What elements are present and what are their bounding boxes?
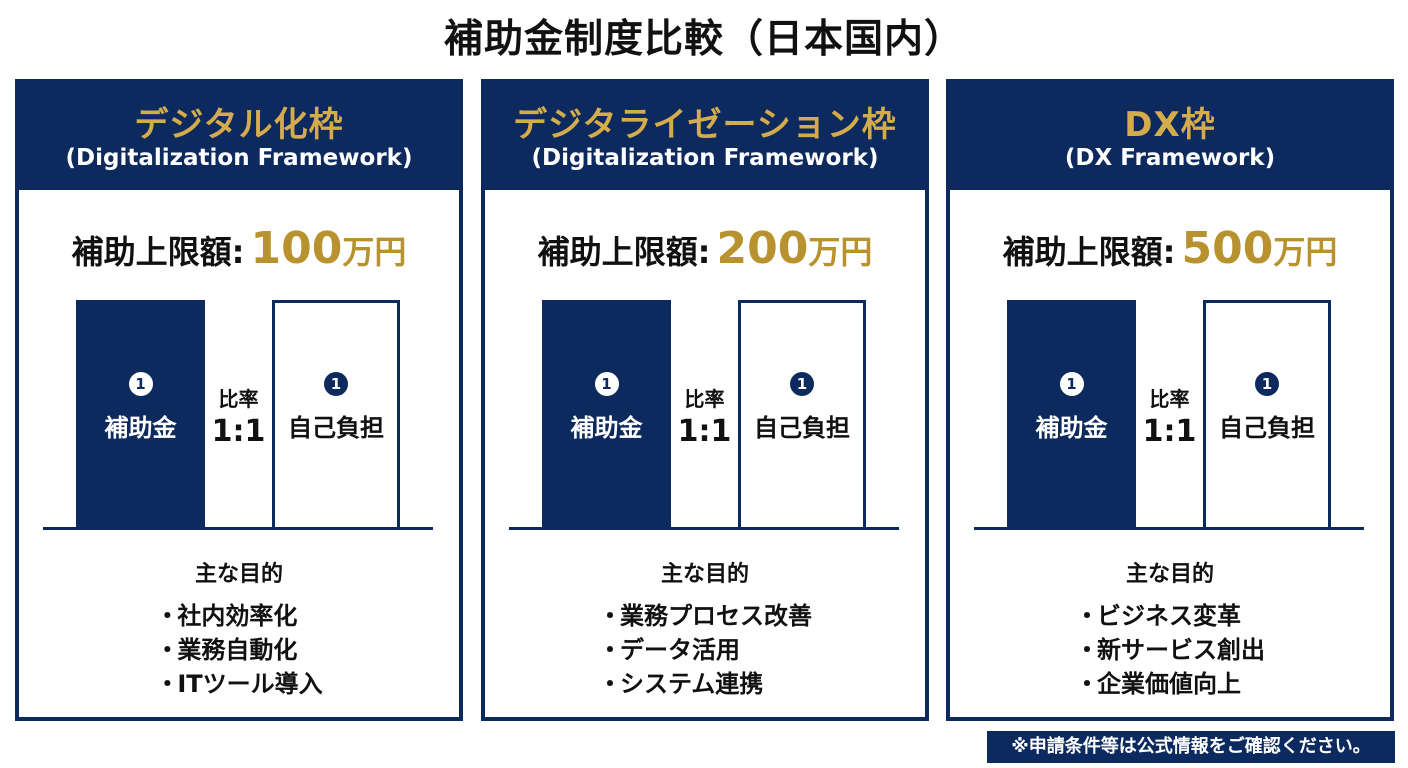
bullet-icon: ・ bbox=[598, 670, 622, 698]
card-header: デジタル化枠 (Digitalization Framework) bbox=[19, 83, 459, 190]
card-header: DX枠 (DX Framework) bbox=[950, 83, 1390, 190]
chart-baseline bbox=[509, 527, 899, 530]
number-badge-icon: 1 bbox=[1059, 372, 1084, 396]
bullet-icon: ・ bbox=[155, 636, 180, 664]
self-pay-bar: 1 自己負担 bbox=[738, 300, 866, 528]
card-digitalization: デジタル化枠 (Digitalization Framework) 補助上限額:… bbox=[15, 79, 463, 721]
amount-unit: 万円 bbox=[808, 233, 873, 271]
bullet-icon: ・ bbox=[155, 602, 180, 630]
amount-value: 100 bbox=[250, 223, 343, 274]
amount-unit: 万円 bbox=[342, 233, 407, 271]
purpose-title: 主な目的 bbox=[1125, 562, 1214, 587]
list-item: ・社内効率化 bbox=[155, 599, 322, 633]
card-title: DX枠 bbox=[1124, 105, 1216, 145]
card-subtitle: (DX Framework) bbox=[1064, 145, 1276, 171]
list-item: ・企業価値向上 bbox=[1075, 667, 1265, 701]
subsidy-label: 補助金 bbox=[570, 414, 643, 442]
ratio-label: 比率 bbox=[1149, 387, 1190, 411]
self-pay-label: 自己負担 bbox=[288, 414, 384, 442]
subsidy-bar: 1 補助金 bbox=[1007, 300, 1136, 528]
list-item: ・業務プロセス改善 bbox=[598, 599, 812, 633]
card-title: デジタル化枠 bbox=[134, 105, 344, 145]
list-item: ・システム連携 bbox=[598, 667, 812, 701]
card-subtitle: (Digitalization Framework) bbox=[531, 145, 879, 171]
self-pay-label: 自己負担 bbox=[754, 414, 850, 442]
amount-unit: 万円 bbox=[1273, 233, 1338, 271]
ratio-label: 比率 bbox=[218, 387, 259, 411]
disclaimer-note: ※申請条件等は公式情報をご確認ください。 bbox=[987, 731, 1395, 763]
card-subtitle: (Digitalization Framework) bbox=[65, 145, 413, 171]
number-badge-icon: 1 bbox=[128, 372, 153, 396]
self-pay-label: 自己負担 bbox=[1219, 414, 1315, 442]
ratio-label: 比率 bbox=[684, 387, 725, 411]
bullet-icon: ・ bbox=[1075, 670, 1099, 698]
number-badge-icon: 1 bbox=[1255, 372, 1279, 396]
self-pay-bar: 1 自己負担 bbox=[272, 300, 400, 528]
subsidy-limit: 補助上限額: 100万円 bbox=[19, 223, 459, 274]
self-pay-bar: 1 自己負担 bbox=[1203, 300, 1331, 528]
ratio-value: 1:1 bbox=[677, 414, 732, 449]
amount-label: 補助上限額: bbox=[71, 233, 245, 271]
amount-value: 200 bbox=[716, 223, 809, 274]
purpose-list: ・ビジネス変革 ・新サービス創出 ・企業価値向上 bbox=[950, 599, 1390, 701]
ratio: 比率 1:1 bbox=[205, 383, 272, 449]
number-badge-icon: 1 bbox=[594, 372, 619, 396]
bullet-icon: ・ bbox=[598, 602, 622, 630]
chart-baseline bbox=[974, 527, 1364, 530]
amount-label: 補助上限額: bbox=[1002, 233, 1176, 271]
bullet-icon: ・ bbox=[598, 636, 622, 664]
number-badge-icon: 1 bbox=[790, 372, 814, 396]
list-item: ・ビジネス変革 bbox=[1075, 599, 1265, 633]
purpose-title: 主な目的 bbox=[194, 562, 283, 587]
ratio: 比率 1:1 bbox=[671, 383, 738, 449]
amount-value: 500 bbox=[1181, 223, 1274, 274]
subsidy-label: 補助金 bbox=[104, 414, 177, 442]
bullet-icon: ・ bbox=[155, 670, 180, 698]
bullet-icon: ・ bbox=[1075, 602, 1099, 630]
amount-label: 補助上限額: bbox=[537, 233, 711, 271]
card-header: デジタライゼーション枠 (Digitalization Framework) bbox=[485, 83, 925, 190]
page-title: 補助金制度比較（日本国内） bbox=[443, 17, 964, 62]
subsidy-bar: 1 補助金 bbox=[76, 300, 205, 528]
card-digitalization-2: デジタライゼーション枠 (Digitalization Framework) 補… bbox=[481, 79, 929, 721]
list-item: ・業務自動化 bbox=[155, 633, 322, 667]
purpose-list: ・業務プロセス改善 ・データ活用 ・システム連携 bbox=[485, 599, 925, 701]
subsidy-limit: 補助上限額: 200万円 bbox=[485, 223, 925, 274]
purpose-list: ・社内効率化 ・業務自動化 ・ITツール導入 bbox=[19, 599, 459, 701]
subsidy-label: 補助金 bbox=[1035, 414, 1108, 442]
card-title: デジタライゼーション枠 bbox=[513, 105, 897, 145]
subsidy-bar: 1 補助金 bbox=[542, 300, 671, 528]
number-badge-icon: 1 bbox=[324, 372, 348, 396]
card-dx: DX枠 (DX Framework) 補助上限額: 500万円 1 補助金 比率 … bbox=[946, 79, 1394, 721]
subsidy-limit: 補助上限額: 500万円 bbox=[950, 223, 1390, 274]
ratio-value: 1:1 bbox=[211, 414, 266, 449]
list-item: ・データ活用 bbox=[598, 633, 812, 667]
purpose-title: 主な目的 bbox=[660, 562, 749, 587]
list-item: ・ITツール導入 bbox=[155, 667, 322, 701]
ratio-value: 1:1 bbox=[1142, 414, 1197, 449]
ratio: 比率 1:1 bbox=[1136, 383, 1203, 449]
bullet-icon: ・ bbox=[1075, 636, 1099, 664]
chart-baseline bbox=[43, 527, 433, 530]
list-item: ・新サービス創出 bbox=[1075, 633, 1265, 667]
